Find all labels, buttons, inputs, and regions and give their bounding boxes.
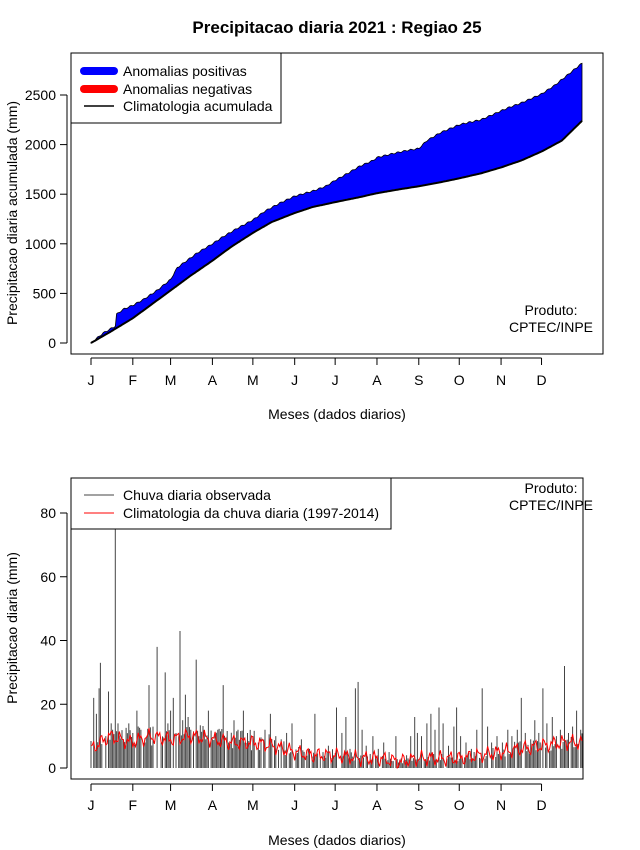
product-label: Produto: [525,302,578,318]
bottom-y-tick-label: 0 [48,760,56,776]
top-plot-frame [70,52,604,355]
legend-label-observed: Chuva diaria observada [123,487,271,503]
top-x-tick-label: N [496,372,506,388]
top-x-tick-label: A [372,372,382,388]
product-source: CPTEC/INPE [509,319,593,335]
product-source-bottom: CPTEC/INPE [509,497,593,513]
observed-daily-bars [90,528,583,768]
bottom-x-axis-label: Meses (dados diarios) [268,832,406,848]
top-legend: Anomalias positivas Anomalias negativas … [70,52,282,124]
bottom-y-axis: 0 20 40 60 80 [40,505,68,776]
bottom-y-axis-label: Precipitacao diaria (mm) [4,552,20,704]
bottom-legend-box [70,477,392,530]
top-y-axis: 0 500 1000 1500 2000 2500 [25,87,68,351]
top-y-tick-label: 500 [33,285,57,301]
climatology-cumulative-line [90,120,583,344]
top-x-tick-label: M [247,372,259,388]
bottom-x-tick-label: J [291,797,298,813]
top-x-axis-label: Meses (dados diarios) [268,406,406,422]
bottom-x-tick-label: S [414,797,423,813]
bottom-y-tick-label: 60 [40,569,56,585]
climatology-daily-line [90,728,583,769]
top-x-tick-label: S [414,372,423,388]
product-label-bottom: Produto: [525,480,578,496]
bottom-x-tick-label: D [536,797,546,813]
legend-label-climatology-daily: Climatologia da chuva diaria (1997-2014) [123,505,379,521]
bottom-x-tick-label: A [372,797,382,813]
bottom-legend: Chuva diaria observada Climatologia da c… [70,477,392,530]
bottom-x-tick-label: M [247,797,259,813]
top-x-tick-label: F [129,372,138,388]
bottom-x-tick-label: F [129,797,138,813]
bottom-x-tick-label: O [454,797,465,813]
top-y-tick-label: 1000 [25,236,56,252]
legend-label-negative: Anomalias negativas [123,81,252,97]
bottom-y-tick-label: 40 [40,633,56,649]
bottom-x-tick-label: A [208,797,218,813]
top-y-tick-label: 2500 [25,87,56,103]
bottom-x-tick-label: J [332,797,339,813]
top-x-tick-label: D [536,372,546,388]
top-x-tick-label: J [88,372,95,388]
top-x-tick-label: J [332,372,339,388]
top-y-tick-label: 1500 [25,186,56,202]
top-y-axis-label: Precipitacao diaria acumulada (mm) [4,101,20,325]
top-x-tick-label: O [454,372,465,388]
top-x-tick-label: A [208,372,218,388]
bottom-y-tick-label: 80 [40,505,56,521]
top-x-tick-label: M [165,372,177,388]
top-y-tick-label: 2000 [25,137,56,153]
bottom-y-tick-label: 20 [40,696,56,712]
cumulative-panel: 0 500 1000 1500 2000 2500 J F M A M J J A S O N D Precip… [4,52,604,422]
legend-label-climatology: Climatologia acumulada [123,98,273,114]
bottom-x-tick-label: M [165,797,177,813]
top-x-tick-label: J [291,372,298,388]
bottom-x-tick-label: J [88,797,95,813]
top-y-tick-label: 0 [48,335,56,351]
chart-title: Precipitacao diaria 2021 : Regiao 25 [192,18,481,37]
legend-label-positive: Anomalias positivas [123,63,247,79]
daily-panel: 0 20 40 60 80 J F M A M J J A S O N D Precipitacao diar… [4,477,593,848]
bottom-x-tick-label: N [496,797,506,813]
